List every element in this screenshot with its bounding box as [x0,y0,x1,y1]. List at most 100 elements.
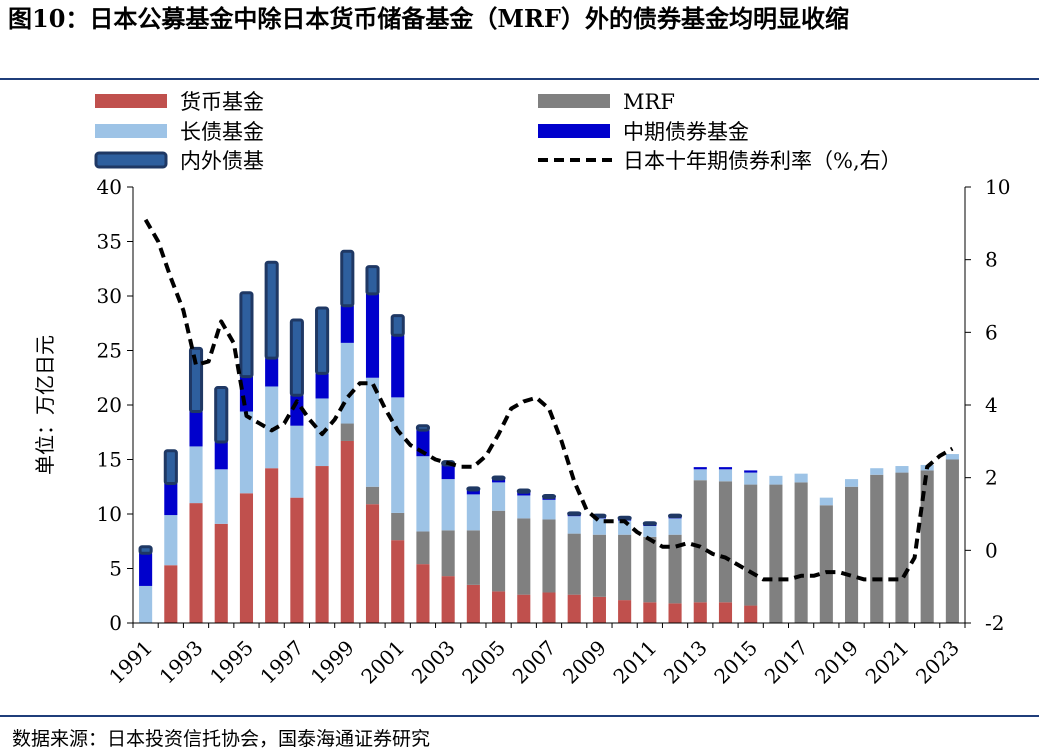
x-tick-label: 1991 [104,636,157,689]
x-tick-label: 1993 [155,636,208,689]
bar-长债基金-1999 [340,342,354,424]
y-tick-label: 10 [97,502,122,526]
bar-长债基金-1997 [290,425,304,498]
x-tick-label: 2015 [709,636,762,689]
bar-货币基金-2008 [567,594,581,623]
y2-tick-label: 0 [985,538,998,562]
x-tick-label: 1997 [255,636,308,689]
bar-长债基金-2012 [668,518,682,535]
bar-内外债基-1994 [214,386,229,444]
legend-item-中期债券基金: 中期债券基金 [538,120,749,144]
bar-货币基金-2005 [492,591,506,623]
bar-中期债券基金-2004 [466,490,480,495]
legend-label: MRF [623,90,675,114]
legend-swatch [94,151,168,169]
legend-label: 内外债基 [180,149,264,173]
bar-中期债券基金-2015 [744,470,758,473]
bar-内外债基-1992 [163,449,178,485]
bar-内外债基-1999 [340,249,355,308]
bar-长债基金-2004 [466,494,480,531]
bar-中期债券基金-2005 [492,479,506,483]
bar-长债基金-2000 [365,377,380,487]
bar-内外债基-1995 [239,291,254,379]
bar-MRF-2000 [365,486,380,505]
bar-MRF-2006 [517,518,531,595]
bar-长债基金-1994 [214,469,228,524]
bar-货币基金-2002 [416,564,430,623]
bar-内外债基-2002 [415,424,430,432]
bar-内外债基-2008 [567,511,582,516]
bar-内外债基-2011 [642,521,657,526]
bar-货币基金-1999 [340,440,354,623]
bar-内外债基-1997 [289,318,304,397]
bar-MRF-2014 [718,481,733,603]
x-tick-label: 2019 [810,636,863,689]
bar-货币基金-2015 [744,605,758,623]
y-tick-label: 20 [97,393,122,417]
bar-MRF-2018 [819,505,833,623]
bar-内外债基-2006 [516,488,531,494]
bar-MRF-2011 [643,536,657,603]
bar-中期债券基金-1998 [315,373,329,399]
y-tick-label: 15 [97,448,122,472]
bar-中期债券基金-2013 [693,467,707,470]
bar-MRF-2013 [693,480,707,603]
bar-长债基金-2009 [592,518,606,535]
y-axis-label: 单位：万亿日元 [33,335,57,475]
bar-MRF-2008 [567,533,581,595]
legend-swatch [538,124,610,138]
bar-长债基金-2016 [769,475,783,485]
bar-MRF-2010 [618,534,632,601]
bar-货币基金-2011 [643,602,657,623]
bar-内外债基-1993 [188,346,204,414]
bar-货币基金-2001 [391,540,405,623]
bar-中期债券基金-2001 [391,335,405,398]
legend-label: 中期债券基金 [623,120,749,144]
figure-source: 数据来源：日本投资信托协会，国泰海通证券研究 [12,728,431,750]
bar-长债基金-2005 [492,482,506,511]
bars-layer [138,249,959,623]
bar-MRF-2015 [744,484,758,606]
bar-长债基金-2008 [567,516,581,534]
y2-tick-label: -2 [985,611,1004,635]
bar-中期债券基金-1997 [290,395,304,426]
bar-长债基金-2014 [718,469,733,482]
bar-内外债基-1996 [264,260,279,360]
x-tick-label: 2013 [659,636,712,689]
bar-MRF-2019 [844,486,859,623]
bar-货币基金-2003 [441,576,455,623]
y2-tick-label: 6 [985,320,998,344]
figure-title: 图10：日本公募基金中除日本货币储备基金（MRF）外的债券基金均明显收缩 [8,4,849,33]
bar-MRF-2012 [668,534,682,604]
x-tick-label: 2021 [861,636,914,689]
y2-tick-label: 10 [985,175,1010,199]
bar-MRF-2007 [542,519,556,593]
bar-MRF-2002 [416,531,430,565]
bar-货币基金-1995 [239,493,254,623]
y2-tick-label: 2 [985,466,998,490]
bar-内外债基-2005 [491,475,506,481]
x-tick-label: 2007 [508,636,561,689]
bar-长债基金-2007 [542,499,556,520]
bar-长债基金-1995 [239,411,254,494]
bar-货币基金-2014 [718,602,733,623]
bar-内外债基-2001 [390,314,405,337]
y-tick-label: 0 [109,611,122,635]
bar-长债基金-1993 [189,446,203,504]
y2-tick-label: 4 [985,393,998,417]
bar-货币基金-1992 [164,565,178,623]
bar-MRF-2004 [466,530,480,585]
bar-货币基金-2007 [542,592,556,623]
bar-货币基金-1998 [315,466,329,623]
bar-MRF-2017 [794,482,808,623]
bar-内外债基-2012 [668,513,683,519]
bar-长债基金-2021 [895,466,909,473]
bar-中期债券基金-1999 [340,305,354,343]
x-tick-label: 2017 [760,636,813,689]
bar-货币基金-2010 [618,600,632,623]
y-tick-label: 5 [109,557,122,581]
x-tick-label: 2011 [608,636,661,689]
line-layer [143,218,954,582]
bar-MRF-2021 [895,472,909,623]
